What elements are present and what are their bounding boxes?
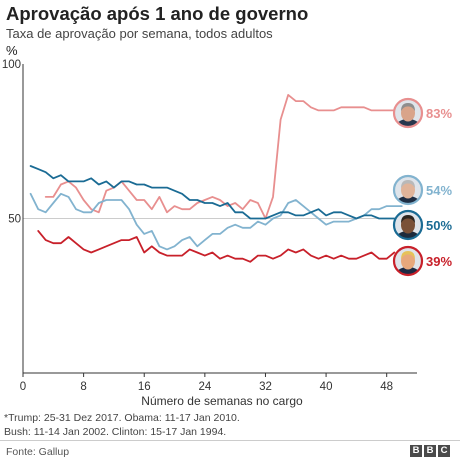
chart-title: Aprovação após 1 ano de governo bbox=[6, 3, 309, 24]
portrait-ring bbox=[392, 245, 424, 277]
x-tick-label: 32 bbox=[259, 381, 272, 393]
portrait-suit bbox=[395, 196, 421, 204]
footnote-line-1: *Trump: 25-31 Dez 2017. Obama: 11-17 Jan… bbox=[4, 412, 240, 424]
obama-portrait bbox=[392, 209, 424, 241]
x-tick-label: 8 bbox=[80, 381, 86, 393]
x-tick-label: 48 bbox=[380, 381, 393, 393]
chart-series-lines bbox=[29, 94, 403, 263]
chart-end-portraits bbox=[392, 97, 424, 277]
bbc-logo-letter: C bbox=[438, 445, 450, 457]
portrait-face bbox=[401, 252, 415, 270]
portrait-suit bbox=[395, 267, 421, 275]
portrait-face bbox=[401, 104, 415, 122]
chart-end-labels: 83% 54% 50% 39% bbox=[426, 106, 452, 269]
portrait-hair bbox=[401, 180, 415, 188]
bbc-logo-letter: B bbox=[424, 445, 436, 457]
bush-portrait bbox=[392, 97, 424, 129]
y-axis-unit: % bbox=[6, 43, 18, 58]
clinton-portrait bbox=[392, 174, 424, 206]
footer-divider bbox=[0, 440, 460, 441]
approval-line-chart: 50 100 0 8 16 24 32 40 48 83% 54% 50% 39% Número de… bbox=[2, 59, 453, 408]
portrait-hair bbox=[401, 251, 415, 259]
x-tick-label: 16 bbox=[138, 381, 151, 393]
end-label-trump: 39% bbox=[426, 254, 452, 269]
portrait-ring bbox=[392, 97, 424, 129]
series-line-bush bbox=[44, 94, 403, 220]
footnote-line-2: Bush: 11-14 Jan 2002. Clinton: 15-17 Jan… bbox=[4, 426, 227, 438]
x-tick-label: 0 bbox=[20, 381, 26, 393]
end-label-bush: 83% bbox=[426, 106, 452, 121]
portrait-ring bbox=[392, 174, 424, 206]
portrait-face bbox=[401, 181, 415, 199]
portrait-face bbox=[401, 216, 415, 234]
x-tick-label: 40 bbox=[320, 381, 333, 393]
source-credit: Fonte: Gallup bbox=[6, 446, 70, 458]
bbc-logo-letter: B bbox=[410, 445, 422, 457]
chart-subtitle: Taxa de aprovação por semana, todos adul… bbox=[6, 26, 273, 41]
portrait-suit bbox=[395, 119, 421, 127]
portrait-figure bbox=[395, 180, 421, 204]
portrait-hair bbox=[401, 103, 415, 111]
portrait-suit bbox=[395, 231, 421, 239]
portrait-figure bbox=[395, 251, 421, 275]
y-tick-label: 50 bbox=[8, 214, 21, 226]
portrait-hair bbox=[401, 215, 415, 223]
x-tick-label: 24 bbox=[198, 381, 211, 393]
series-line-clinton bbox=[29, 192, 403, 251]
portrait-ring bbox=[392, 209, 424, 241]
chart-axes: 50 100 0 8 16 24 32 40 48 bbox=[2, 59, 417, 393]
footnote: *Trump: 25-31 Dez 2017. Obama: 11-17 Jan… bbox=[4, 411, 240, 439]
y-tick-label: 100 bbox=[2, 59, 21, 71]
series-line-obama bbox=[29, 165, 403, 220]
series-line-trump bbox=[37, 229, 396, 263]
trump-portrait bbox=[392, 245, 424, 277]
end-label-obama: 50% bbox=[426, 218, 452, 233]
bbc-logo: B B C bbox=[410, 445, 450, 457]
end-label-clinton: 54% bbox=[426, 183, 452, 198]
portrait-figure bbox=[395, 103, 421, 127]
x-axis-label: Número de semanas no cargo bbox=[141, 394, 303, 408]
portrait-figure bbox=[395, 215, 421, 239]
